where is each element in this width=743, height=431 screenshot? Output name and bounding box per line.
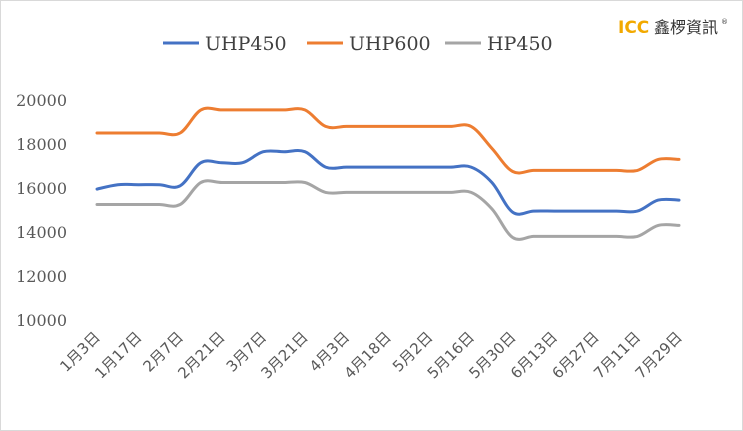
y-tick-label: 12000 (16, 267, 67, 286)
y-tick-label: 20000 (16, 91, 67, 110)
x-tick-label: 7月29日 (632, 328, 686, 382)
legend-label-uhp600: UHP600 (349, 33, 431, 55)
series-line-uhp450 (95, 149, 681, 216)
y-tick-label: 16000 (16, 179, 67, 198)
icc-logo: ICC 鑫椤資訊 ® (618, 18, 728, 38)
series-line-hp450 (95, 179, 681, 241)
logo-name: 鑫椤資訊 (654, 18, 718, 37)
y-tick-label: 14000 (16, 223, 67, 242)
x-tick-label: 1月17日 (91, 328, 145, 382)
legend-label-hp450: HP450 (487, 33, 553, 55)
logo-mark: ICC (618, 18, 649, 38)
legend-label-uhp450: UHP450 (205, 33, 287, 55)
x-tick-label: 3月21日 (257, 328, 311, 382)
y-tick-label: 10000 (16, 311, 67, 330)
y-tick-label: 18000 (16, 135, 67, 154)
x-tick-label: 4月18日 (341, 328, 395, 382)
x-tick-label: 2月21日 (174, 328, 228, 382)
logo-registered: ® (721, 18, 728, 26)
series-line-uhp600 (95, 106, 681, 175)
